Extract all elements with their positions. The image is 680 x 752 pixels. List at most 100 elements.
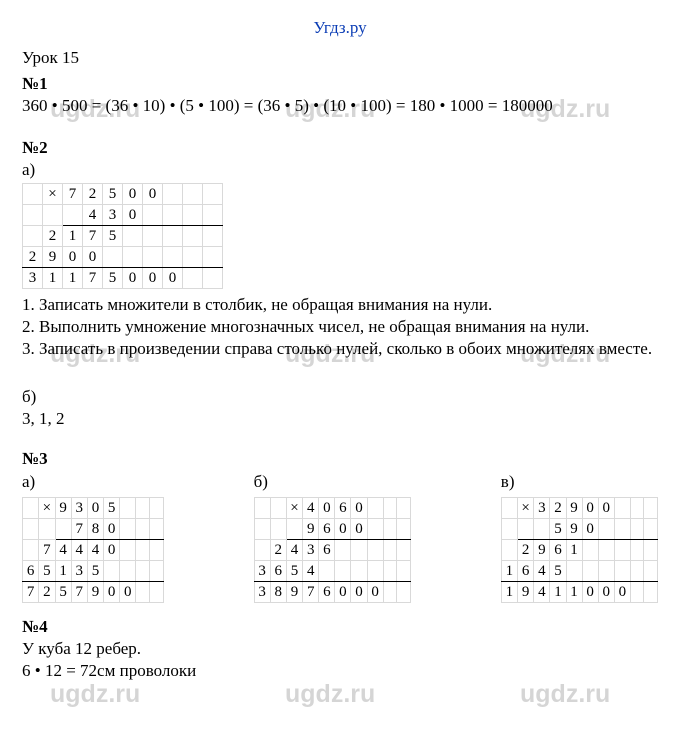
mult-cell: 7 bbox=[83, 226, 103, 247]
mult-cell bbox=[136, 498, 150, 519]
mult-cell bbox=[367, 519, 383, 540]
q3-col-b: б) ×406096002436365438976000 bbox=[254, 472, 411, 609]
mult-cell bbox=[143, 247, 163, 268]
mult-cell: 9 bbox=[43, 247, 63, 268]
mult-cell bbox=[598, 540, 614, 561]
site-title: Угдз.ру bbox=[22, 18, 658, 38]
q3-col-a: а) ×930578074440651357257900 bbox=[22, 472, 164, 609]
mult-cell: 7 bbox=[63, 184, 83, 205]
mult-cell: 9 bbox=[286, 582, 302, 603]
mult-cell: 3 bbox=[254, 582, 270, 603]
mult-cell bbox=[614, 540, 630, 561]
mult-cell: 2 bbox=[83, 184, 103, 205]
mult-cell bbox=[104, 561, 120, 582]
mult-cell bbox=[630, 540, 644, 561]
mult-cell: 0 bbox=[582, 498, 598, 519]
mult-cell: 9 bbox=[566, 519, 582, 540]
mult-cell bbox=[397, 561, 411, 582]
mult-cell bbox=[383, 519, 397, 540]
mult-cell: 6 bbox=[319, 540, 335, 561]
mult-cell bbox=[598, 561, 614, 582]
mult-cell bbox=[23, 540, 39, 561]
mult-cell bbox=[163, 184, 183, 205]
mult-cell: 6 bbox=[335, 498, 351, 519]
mult-cell: 7 bbox=[303, 582, 319, 603]
mult-cell: 1 bbox=[63, 226, 83, 247]
mult-cell: 0 bbox=[598, 498, 614, 519]
mult-cell bbox=[136, 582, 150, 603]
mult-cell bbox=[103, 247, 123, 268]
mult-cell bbox=[23, 519, 39, 540]
mult-cell: 9 bbox=[534, 540, 550, 561]
mult-cell bbox=[383, 561, 397, 582]
mult-cell: 3 bbox=[103, 205, 123, 226]
mult-cell bbox=[397, 519, 411, 540]
mult-cell: 5 bbox=[550, 519, 566, 540]
mult-cell: 0 bbox=[582, 582, 598, 603]
q4-head: №4 bbox=[22, 617, 658, 637]
mult-cell bbox=[254, 498, 270, 519]
mult-cell bbox=[397, 540, 411, 561]
mult-cell: 0 bbox=[319, 498, 335, 519]
mult-cell bbox=[644, 498, 658, 519]
mult-cell bbox=[23, 226, 43, 247]
mult-cell bbox=[614, 498, 630, 519]
mult-cell: 6 bbox=[517, 561, 533, 582]
mult-cell bbox=[254, 519, 270, 540]
mult-cell bbox=[203, 226, 223, 247]
mult-table: ×930578074440651357257900 bbox=[22, 497, 164, 603]
mult-cell: 0 bbox=[104, 519, 120, 540]
mult-cell bbox=[517, 519, 533, 540]
q3-mult-b-holder: ×406096002436365438976000 bbox=[254, 494, 411, 609]
mult-cell: 5 bbox=[550, 561, 566, 582]
mult-cell: 2 bbox=[23, 247, 43, 268]
mult-cell: 5 bbox=[103, 184, 123, 205]
mult-cell bbox=[120, 540, 136, 561]
mult-cell bbox=[630, 582, 644, 603]
mult-cell bbox=[319, 561, 335, 582]
mult-cell: 0 bbox=[351, 519, 367, 540]
mult-cell: 6 bbox=[550, 540, 566, 561]
mult-cell bbox=[123, 247, 143, 268]
mult-cell: 0 bbox=[104, 582, 120, 603]
mult-cell: 0 bbox=[335, 519, 351, 540]
mult-table: ×406096002436365438976000 bbox=[254, 497, 411, 603]
mult-cell bbox=[149, 540, 163, 561]
q2-step3: 3. Записать в произведении справа стольк… bbox=[22, 339, 658, 359]
q2-head: №2 bbox=[22, 138, 658, 158]
mult-cell bbox=[183, 247, 203, 268]
mult-cell: 0 bbox=[120, 582, 136, 603]
mult-cell bbox=[23, 205, 43, 226]
mult-cell: 0 bbox=[123, 184, 143, 205]
mult-cell: 0 bbox=[582, 519, 598, 540]
q3-row: а) ×930578074440651357257900 б) ×4060960… bbox=[22, 472, 658, 609]
mult-cell bbox=[203, 247, 223, 268]
mult-cell: 0 bbox=[87, 498, 103, 519]
mult-cell: 0 bbox=[598, 582, 614, 603]
mult-cell bbox=[351, 561, 367, 582]
mult-cell bbox=[534, 519, 550, 540]
mult-cell: 7 bbox=[39, 540, 55, 561]
q2-mult-a-holder: ×725004302175290031175000 bbox=[22, 183, 658, 289]
mult-cell bbox=[644, 519, 658, 540]
mult-cell: 4 bbox=[55, 540, 71, 561]
mult-cell bbox=[286, 519, 302, 540]
mult-cell: 4 bbox=[534, 582, 550, 603]
mult-cell: 5 bbox=[39, 561, 55, 582]
mult-cell bbox=[598, 519, 614, 540]
mult-cell: 7 bbox=[83, 268, 103, 289]
mult-cell bbox=[254, 540, 270, 561]
mult-cell: 8 bbox=[87, 519, 103, 540]
mult-cell bbox=[644, 582, 658, 603]
mult-cell bbox=[630, 498, 644, 519]
mult-cell bbox=[123, 226, 143, 247]
q1-expression: 360 • 500 = (36 • 10) • (5 • 100) = (36 … bbox=[22, 96, 658, 116]
mult-cell bbox=[143, 226, 163, 247]
mult-cell: 0 bbox=[367, 582, 383, 603]
mult-cell bbox=[203, 184, 223, 205]
mult-cell bbox=[270, 498, 286, 519]
mult-cell: 1 bbox=[550, 582, 566, 603]
mult-cell: 1 bbox=[55, 561, 71, 582]
mult-cell: 3 bbox=[534, 498, 550, 519]
mult-cell bbox=[397, 498, 411, 519]
